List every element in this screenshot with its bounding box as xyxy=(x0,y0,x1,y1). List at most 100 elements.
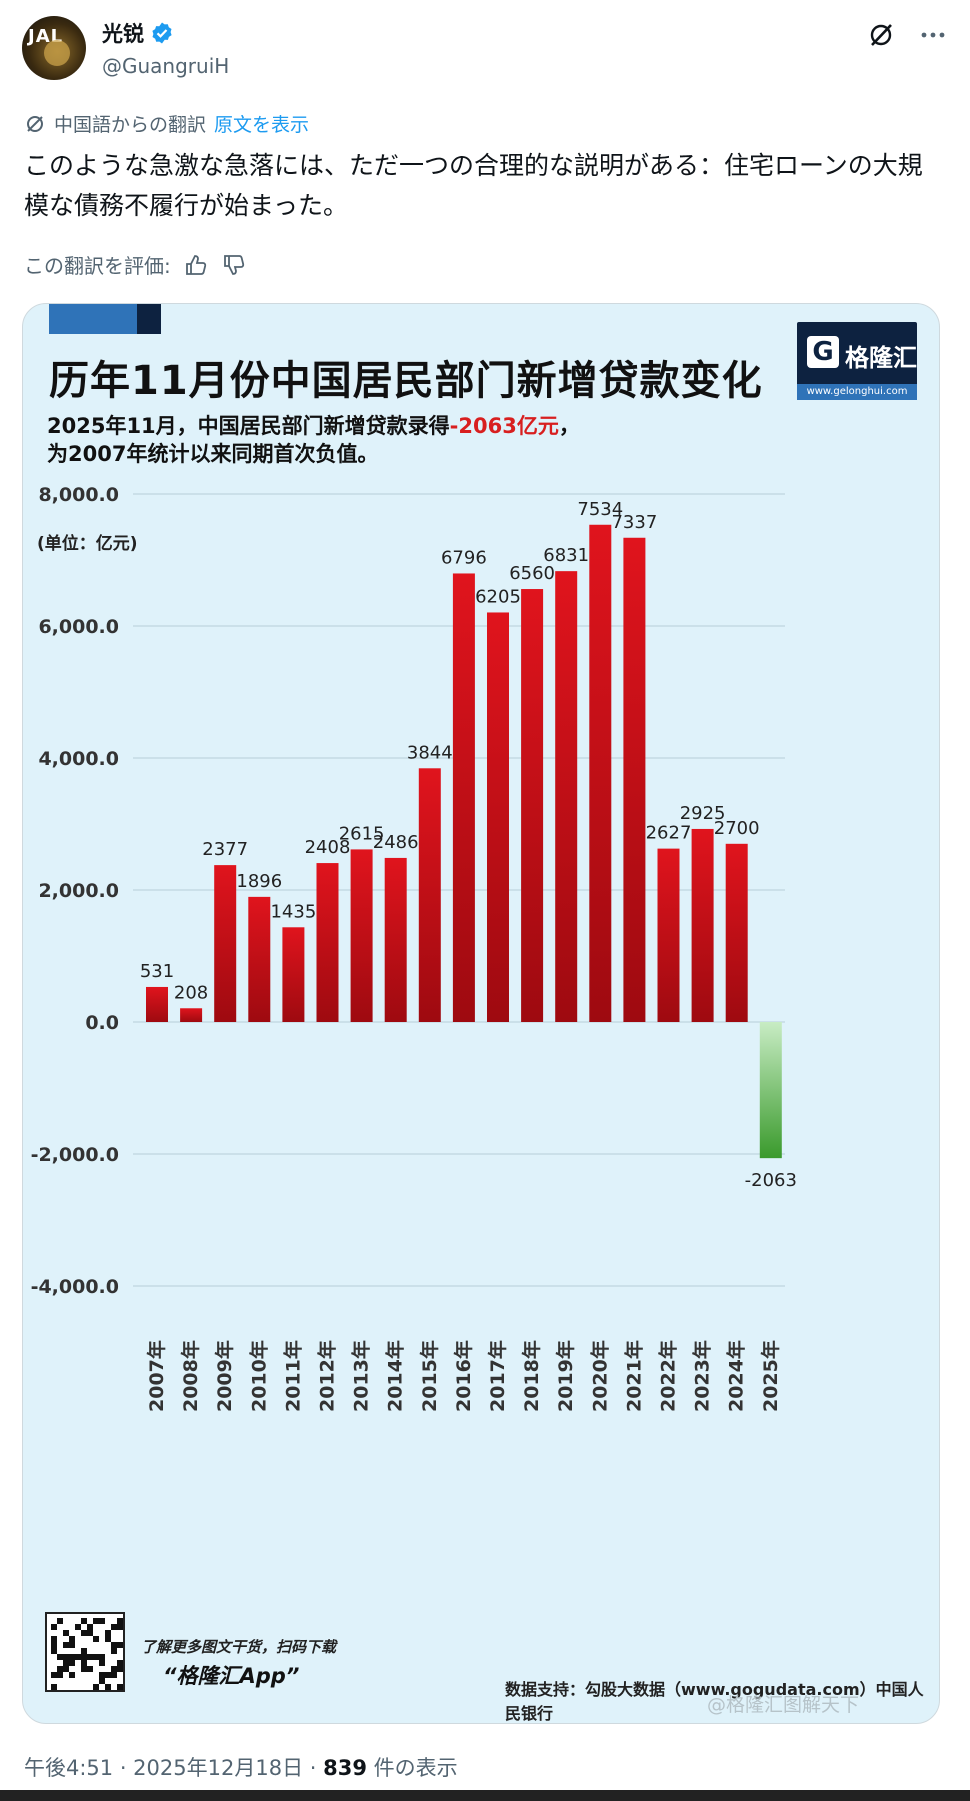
bar-2023年 xyxy=(691,828,714,1022)
x-tick-label: 2011年 xyxy=(281,1340,304,1412)
logo-text: 格隆汇 xyxy=(845,344,917,372)
x-tick-label: 2016年 xyxy=(452,1340,475,1412)
qr-module xyxy=(117,1624,123,1630)
avatar[interactable]: JAL xyxy=(22,16,86,80)
view-count: 839 xyxy=(323,1756,367,1780)
display-name[interactable]: 光锐 xyxy=(102,22,144,46)
rate-translation-label: この翻訳を評価: xyxy=(24,254,171,278)
y-tick-label: 6,000.0 xyxy=(38,616,119,638)
attached-image[interactable]: 历年11月份中国居民部门新增贷款变化 G 格隆汇 www.gelonghui.c… xyxy=(22,303,940,1724)
bar-2015年 xyxy=(418,768,441,1022)
qr-module xyxy=(51,1672,57,1678)
qr-module xyxy=(87,1666,93,1672)
x-tick-label: 2021年 xyxy=(622,1340,645,1412)
more-icon[interactable] xyxy=(918,20,948,50)
x-tick-label: 2024年 xyxy=(725,1340,748,1412)
thumbs-down-icon[interactable] xyxy=(221,252,247,278)
qr-module xyxy=(117,1666,123,1672)
qr-module xyxy=(63,1666,69,1672)
x-tick-label: 2013年 xyxy=(350,1340,373,1412)
qr-module xyxy=(81,1654,87,1660)
qr-module xyxy=(75,1654,81,1660)
data-label: 6796 xyxy=(441,547,487,568)
user-handle[interactable]: @GuangruiH xyxy=(102,54,230,78)
qr-module xyxy=(63,1654,69,1660)
tweet-header: JAL 光锐 @GuangruiH xyxy=(22,16,948,82)
data-label: 531 xyxy=(140,961,174,982)
qr-module xyxy=(57,1618,63,1624)
y-tick-label: -2,000.0 xyxy=(31,1144,119,1166)
bar-2020年 xyxy=(589,524,612,1022)
bar-2016年 xyxy=(452,573,475,1022)
subtitle-suffix: ， xyxy=(558,414,580,438)
data-label: 1896 xyxy=(236,871,282,892)
data-label: -2063 xyxy=(745,1170,797,1191)
x-tick-label: 2012年 xyxy=(316,1340,339,1412)
data-label: 2615 xyxy=(339,823,385,844)
x-tick-label: 2018年 xyxy=(520,1340,543,1412)
bar-2025年 xyxy=(759,1022,782,1159)
data-label: 3844 xyxy=(407,742,453,763)
data-label: 2700 xyxy=(714,818,760,839)
y-axis-unit-label: (单位：亿元) xyxy=(37,533,138,554)
qr-module xyxy=(57,1666,63,1672)
timestamp[interactable]: 午後4:51 · 2025年12月18日 · xyxy=(24,1756,324,1780)
qr-module xyxy=(87,1624,93,1630)
qr-module xyxy=(63,1642,69,1648)
promo-text-2: “格隆汇App” xyxy=(163,1664,300,1688)
chart-subtitle: 2025年11月，中国居民部门新增贷款录得-2063亿元， 为2007年统计以来… xyxy=(47,412,580,468)
qr-module xyxy=(57,1672,63,1678)
qr-module xyxy=(81,1618,87,1624)
logo-url: www.gelonghui.com xyxy=(797,384,917,400)
promo-text-1: 了解更多图文干货，扫码下载 xyxy=(141,1638,337,1656)
data-label: 6831 xyxy=(543,545,589,566)
qr-module xyxy=(93,1618,99,1624)
bar-2007年 xyxy=(146,986,168,1022)
translation-notice: 中国語からの翻訳 原文を表示 xyxy=(24,110,309,137)
qr-module xyxy=(99,1660,105,1666)
qr-module xyxy=(93,1636,99,1642)
watermark: @格隆汇图解天下 xyxy=(707,1694,860,1716)
x-tick-label: 2017年 xyxy=(486,1340,509,1412)
x-tick-label: 2019年 xyxy=(554,1340,577,1412)
data-label: 2486 xyxy=(373,832,419,853)
bottom-bar xyxy=(0,1790,970,1801)
data-label: 7534 xyxy=(577,499,623,520)
decor-bar-blue xyxy=(49,304,137,334)
qr-module xyxy=(69,1660,75,1666)
qr-module xyxy=(111,1648,117,1654)
data-label: 1435 xyxy=(270,901,316,922)
subtitle-highlight: -2063亿元 xyxy=(449,414,559,438)
qr-module xyxy=(51,1684,57,1690)
qr-module xyxy=(105,1684,111,1690)
qr-module xyxy=(63,1660,69,1666)
x-tick-label: 2010年 xyxy=(247,1340,270,1412)
qr-module xyxy=(117,1618,123,1624)
show-original-link[interactable]: 原文を表示 xyxy=(214,114,310,136)
qr-module xyxy=(117,1660,123,1666)
bar-2014年 xyxy=(384,857,407,1022)
data-label: 2377 xyxy=(202,839,248,860)
chart-title: 历年11月份中国居民部门新增贷款变化 xyxy=(49,358,763,404)
thumbs-up-icon[interactable] xyxy=(183,252,209,278)
bar-2009年 xyxy=(214,865,237,1022)
bar-2017年 xyxy=(487,612,509,1022)
qr-module xyxy=(111,1672,117,1678)
decor-bar-navy xyxy=(137,304,161,334)
bar-2013年 xyxy=(350,849,373,1022)
qr-module xyxy=(99,1654,105,1660)
qr-module xyxy=(81,1630,87,1636)
data-label: 2627 xyxy=(646,823,692,844)
avatar-image-detail xyxy=(44,40,70,66)
qr-module xyxy=(111,1642,117,1648)
qr-module xyxy=(69,1672,75,1678)
qr-module xyxy=(51,1636,57,1642)
grok-icon[interactable] xyxy=(866,20,896,50)
qr-module xyxy=(117,1684,123,1690)
x-tick-label: 2022年 xyxy=(657,1340,680,1412)
qr-module xyxy=(105,1630,111,1636)
verified-badge-icon xyxy=(152,22,172,44)
data-source: 数据支持：勾股大数据（www.gogudata.com）中国人民银行 xyxy=(505,1680,924,1723)
y-tick-label: 4,000.0 xyxy=(38,748,119,770)
bar-chart: (单位：亿元) 8,000.0 6,000.0 4,000.0 2,000.0 0.0 -… xyxy=(31,484,797,1412)
